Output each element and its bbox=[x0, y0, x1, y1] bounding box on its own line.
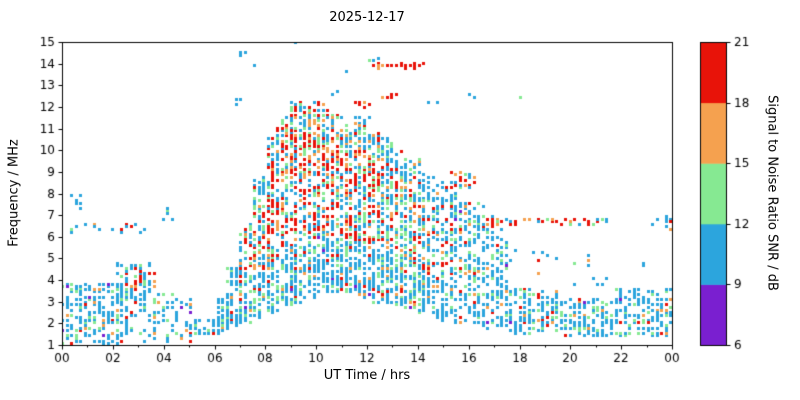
x-axis-label: UT Time / hrs bbox=[323, 368, 411, 383]
colorbar-label: Signal to Noise Ratio SNR / dB bbox=[764, 95, 780, 291]
chart-title: 2025-12-17 bbox=[329, 10, 405, 25]
y-axis-label: Frequency / MHz bbox=[6, 139, 22, 247]
